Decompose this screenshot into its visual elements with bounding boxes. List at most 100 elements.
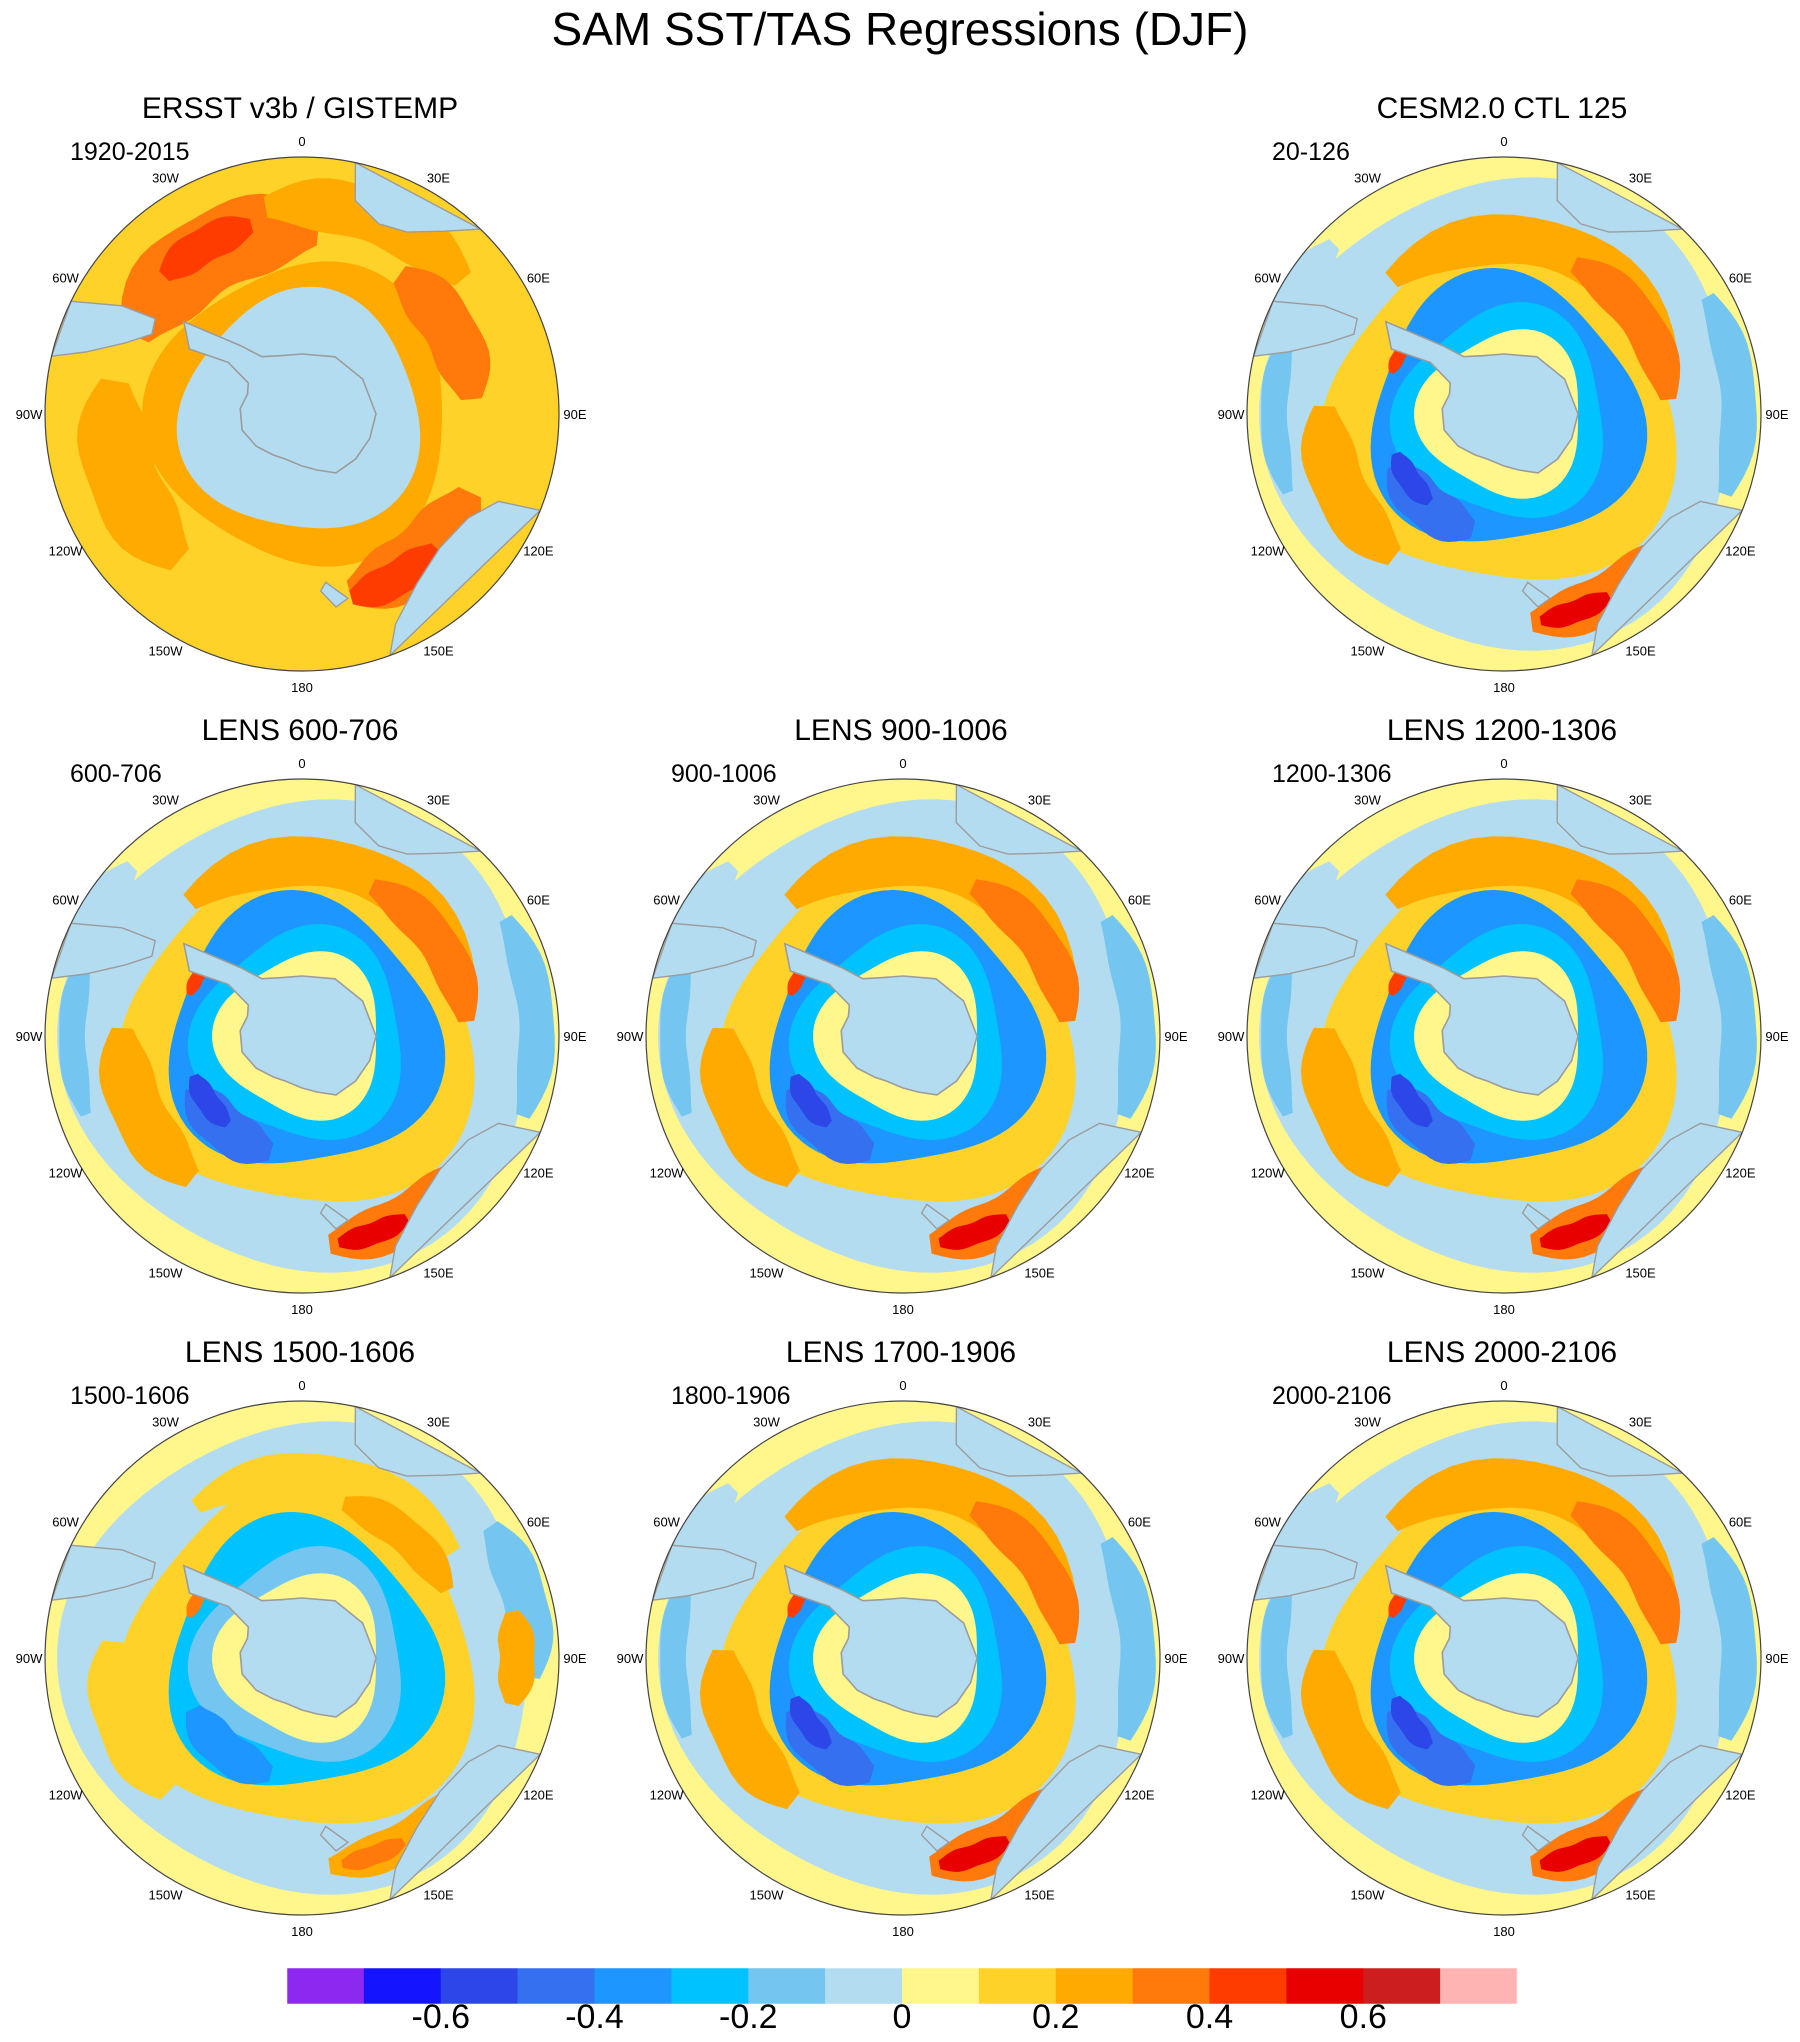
longitude-label: 0 [298, 756, 305, 771]
contour-region [699, 1649, 800, 1810]
contour-region [1261, 333, 1293, 495]
map-border [645, 1400, 1161, 1916]
contour-region [1391, 1695, 1433, 1750]
contour-region [660, 955, 692, 1117]
longitude-label: 30E [427, 793, 450, 808]
longitude-label: 30W [152, 793, 179, 808]
longitude-label: 120E [1725, 544, 1756, 559]
map-panel: LENS 2000-2106 2000-2106 0 30E 60E 90E 120E 1… [1218, 1336, 1789, 1939]
colorbar-tick-label: -0.4 [565, 1998, 624, 2036]
longitude-label: 150W [750, 1265, 785, 1280]
map-border [1246, 156, 1762, 672]
longitude-label: 120W [49, 1788, 84, 1803]
colorbar-tick-label: -0.2 [719, 1998, 778, 2036]
longitude-label: 60W [52, 271, 79, 286]
colorbar-tick-label: 0.4 [1185, 1998, 1234, 2036]
longitude-label: 120E [1124, 1788, 1155, 1803]
contour-region [938, 1836, 1011, 1872]
longitude-label: 120E [523, 1788, 554, 1803]
contour-region [341, 1496, 454, 1594]
longitude-label: 150E [423, 1887, 454, 1902]
longitude-label: 60W [1254, 271, 1281, 286]
longitude-label: 90W [1218, 407, 1245, 422]
contour-region [699, 1027, 800, 1188]
polar-map: 0 30E 60E 90E 120E 150E 180 150W 120W 90W 60W 30W [1218, 134, 1789, 695]
contour-region [1701, 1537, 1757, 1741]
contour-region [1391, 451, 1433, 506]
panel-title: LENS 900-1006 [794, 714, 1008, 747]
longitude-label: 90W [617, 1651, 644, 1666]
longitude-label: 60E [527, 271, 550, 286]
longitude-label: 0 [1500, 1378, 1507, 1393]
panel-period: 600-706 [70, 760, 162, 788]
contour-region [263, 178, 471, 286]
longitude-label: 60W [1254, 1515, 1281, 1530]
contour-region [1539, 1214, 1612, 1250]
longitude-label: 120E [1725, 1166, 1756, 1181]
contour-region [189, 1073, 231, 1128]
longitude-label: 90W [1218, 1651, 1245, 1666]
longitude-label: 60E [527, 893, 550, 908]
longitude-label: 60W [1254, 893, 1281, 908]
longitude-label: 150W [1351, 1265, 1386, 1280]
colorbar-tick-label: 0 [892, 1998, 912, 2036]
contour-region [185, 1705, 273, 1785]
map-border [1246, 778, 1762, 1294]
map-border [1246, 1400, 1762, 1916]
polar-map: 0 30E 60E 90E 120E 150E 180 150W 120W 90W 60W 30W [16, 756, 587, 1317]
polar-map: 0 30E 60E 90E 120E 150E 180 150W 120W 90W 60W 30W [1218, 756, 1789, 1317]
longitude-label: 90W [16, 1029, 43, 1044]
longitude-label: 120E [523, 544, 554, 559]
longitude-label: 120W [49, 1166, 84, 1181]
longitude-label: 60W [653, 893, 680, 908]
contour-region [790, 1695, 832, 1750]
longitude-label: 150E [423, 643, 454, 658]
figure-title: SAM SST/TAS Regressions (DJF) [551, 3, 1249, 55]
contour-region [790, 1073, 832, 1128]
longitude-label: 180 [1493, 1924, 1515, 1939]
map-panel: LENS 1500-1606 1500-1606 0 30E 60E 90E 120E 1… [16, 1336, 587, 1939]
longitude-label: 60E [1729, 1515, 1752, 1530]
longitude-label: 30W [753, 793, 780, 808]
contour-region [1261, 955, 1293, 1117]
map-border [645, 778, 1161, 1294]
map-border [44, 778, 560, 1294]
longitude-label: 150E [1625, 643, 1656, 658]
contour-region [368, 879, 479, 1023]
panel-title: LENS 600-706 [201, 714, 399, 747]
longitude-label: 120E [523, 1166, 554, 1181]
longitude-label: 60W [52, 893, 79, 908]
longitude-label: 90W [1218, 1029, 1245, 1044]
colorbar-box [1440, 1968, 1518, 2004]
longitude-label: 30W [152, 171, 179, 186]
longitude-label: 150E [423, 1265, 454, 1280]
longitude-label: 120W [650, 1166, 685, 1181]
longitude-label: 150W [1351, 1887, 1386, 1902]
map-panel: LENS 1700-1906 1800-1906 0 30E 60E 90E 120E 1… [617, 1336, 1188, 1939]
longitude-label: 90W [617, 1029, 644, 1044]
contour-region [393, 266, 491, 401]
contour-region [1570, 1501, 1681, 1645]
longitude-label: 90W [16, 407, 43, 422]
panel-period: 2000-2106 [1272, 1382, 1392, 1410]
longitude-label: 60E [527, 1515, 550, 1530]
longitude-label: 150E [1024, 1265, 1055, 1280]
panel-period: 1920-2015 [70, 138, 190, 166]
longitude-label: 60E [1128, 893, 1151, 908]
longitude-label: 30E [427, 1415, 450, 1430]
longitude-label: 120E [1124, 1166, 1155, 1181]
longitude-label: 180 [1493, 680, 1515, 695]
contour-region [969, 1501, 1080, 1645]
longitude-label: 150W [750, 1887, 785, 1902]
longitude-label: 90E [563, 1651, 586, 1666]
contour-region [120, 193, 320, 343]
longitude-label: 90E [1765, 1651, 1788, 1666]
longitude-label: 180 [291, 1302, 313, 1317]
longitude-label: 30W [1354, 171, 1381, 186]
contour-region [969, 879, 1080, 1023]
longitude-label: 90E [1164, 1651, 1187, 1666]
panel-period: 900-1006 [671, 760, 777, 788]
longitude-label: 120W [1251, 1788, 1286, 1803]
panel-period: 1200-1306 [1272, 760, 1392, 788]
longitude-label: 30E [1028, 1415, 1051, 1430]
